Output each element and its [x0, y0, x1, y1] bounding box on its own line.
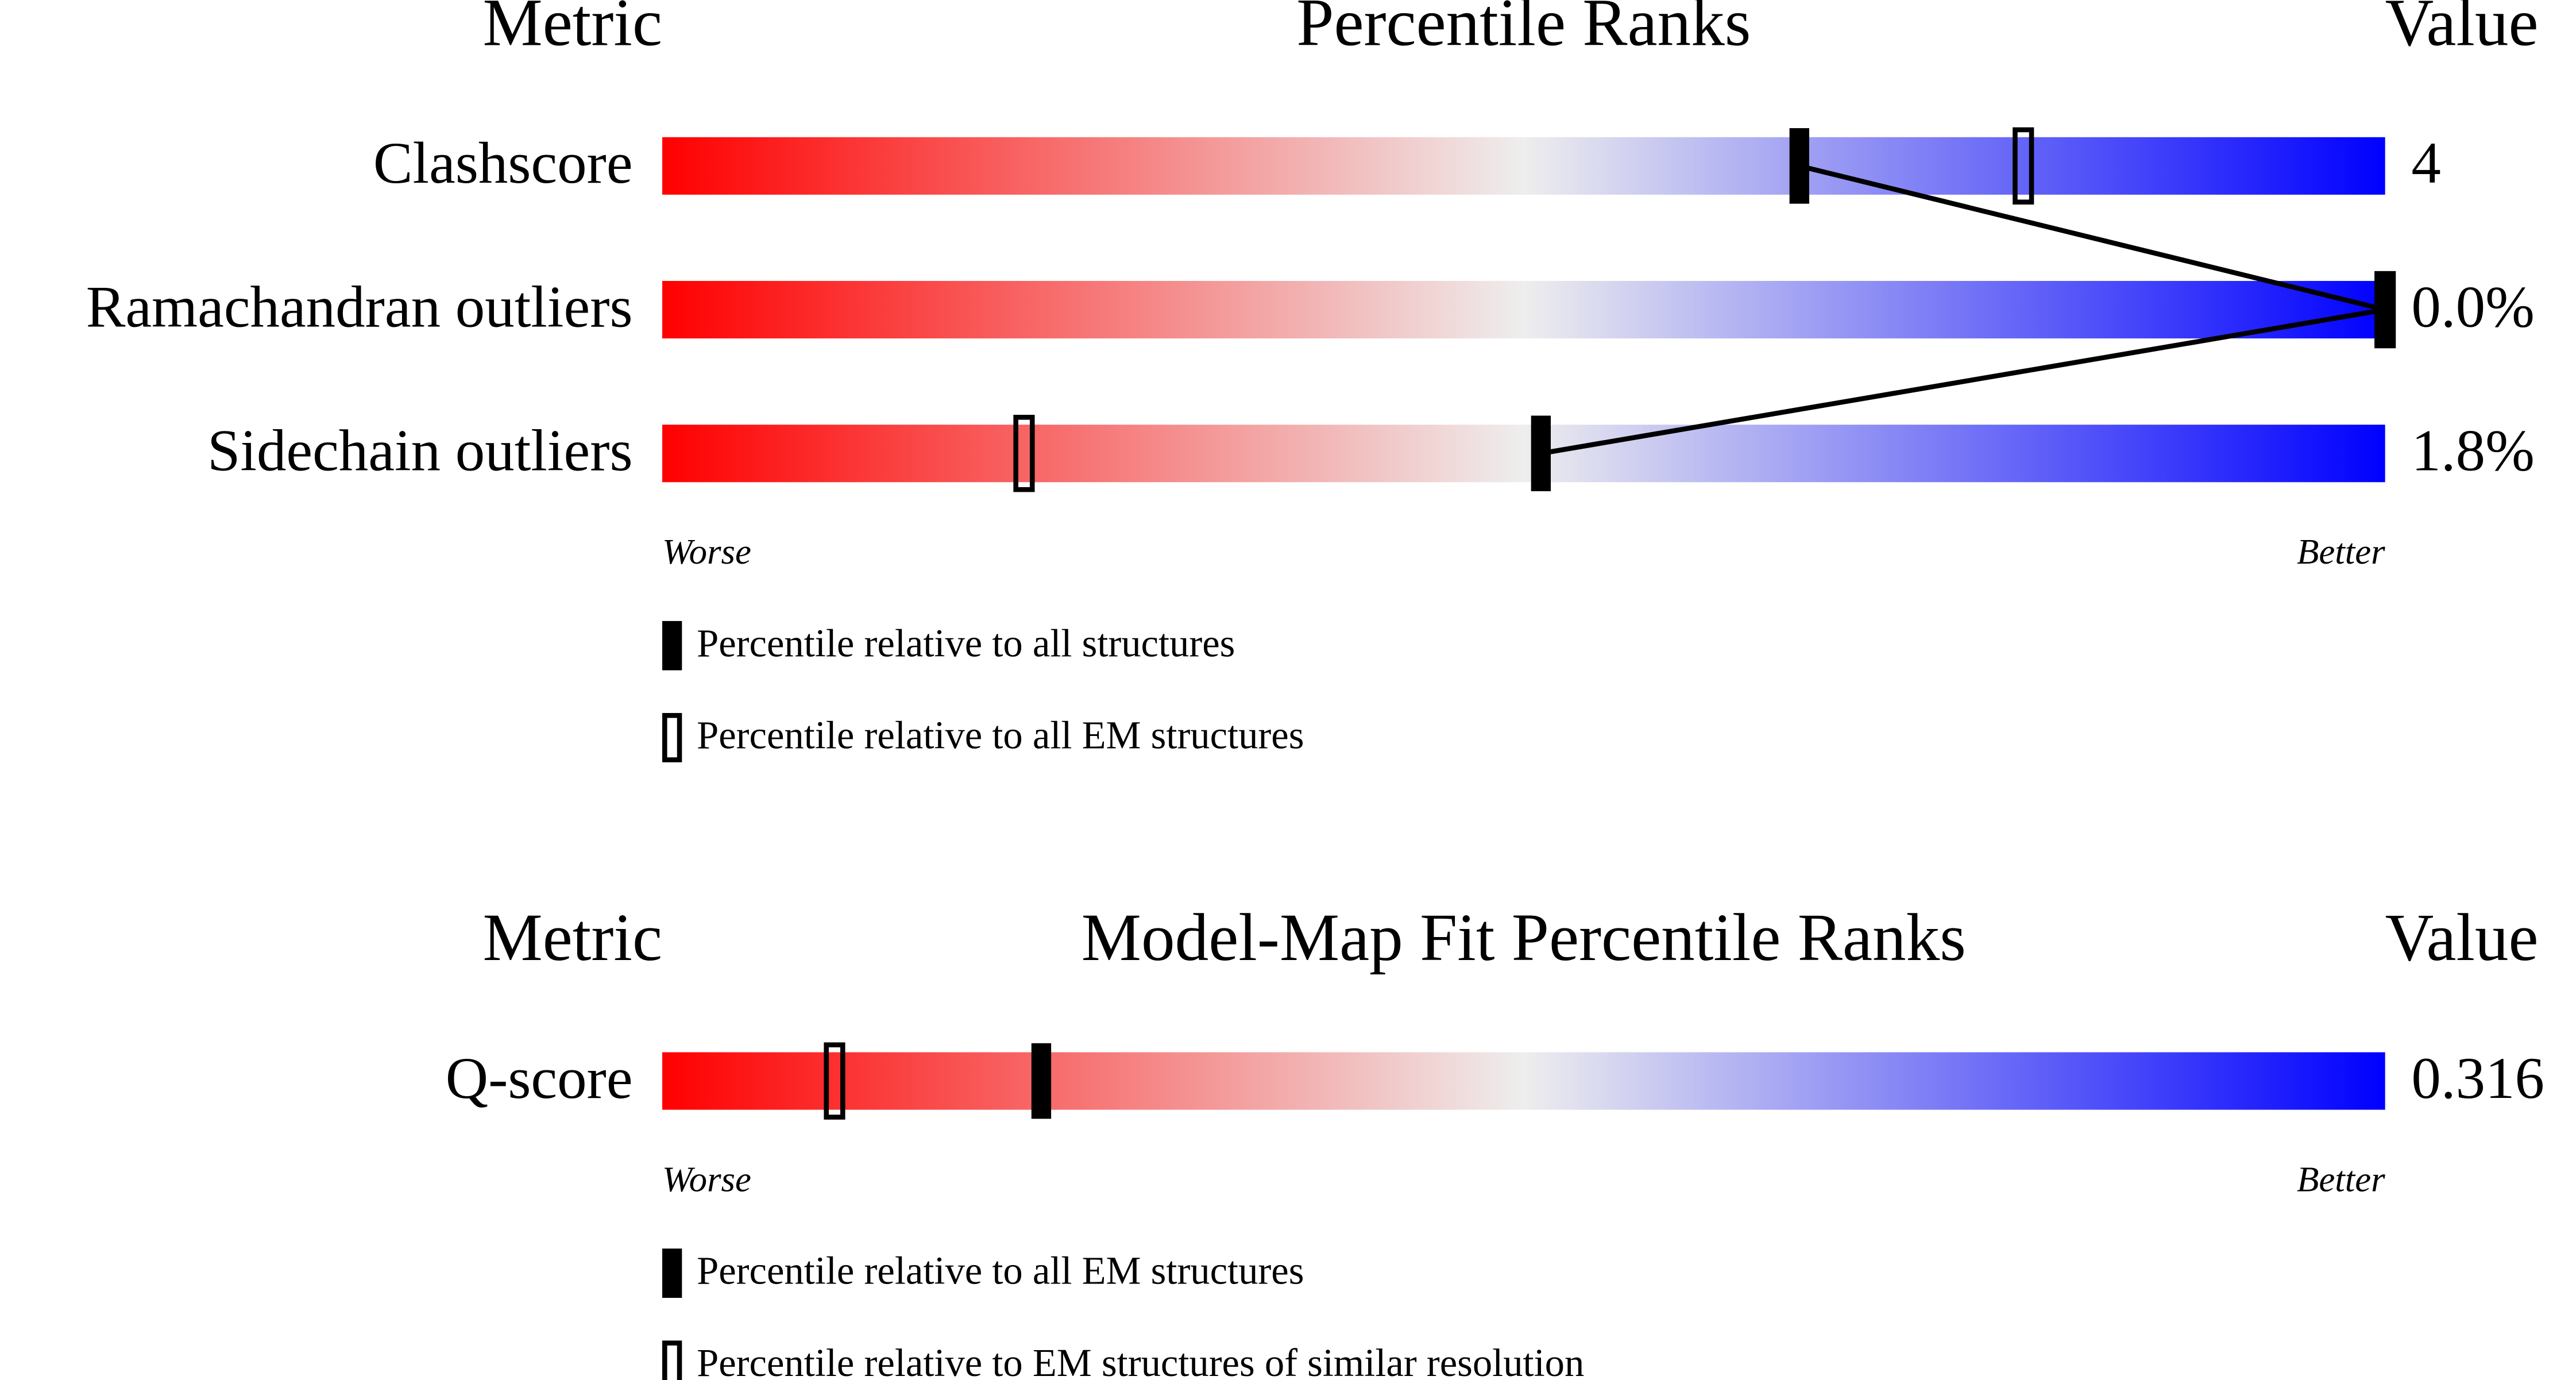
value-header: Value [2385, 0, 2539, 60]
legend-label: Percentile relative to all structures [697, 621, 1235, 665]
legend-swatch [662, 1248, 682, 1298]
legend-label: Percentile relative to all EM structures [697, 1249, 1304, 1293]
better-label: Better [2297, 531, 2385, 572]
better-label: Better [2297, 1159, 2385, 1199]
legend-swatch [662, 713, 682, 762]
metric-label: Ramachandran outliers [86, 274, 633, 340]
metric-label: Clashscore [373, 130, 633, 196]
metric-value: 0.316 [2411, 1046, 2544, 1111]
percentile-marker [1789, 128, 1809, 204]
metric-header: Metric [483, 901, 663, 975]
percentile-marker-open [824, 1042, 845, 1120]
rank-bar [662, 1052, 2385, 1110]
rank-bar [662, 425, 2385, 483]
metric-label: Sidechain outliers [207, 418, 632, 484]
chart-title: Model-Map Fit Percentile Ranks [1082, 901, 1966, 975]
rank-bar [662, 137, 2385, 195]
value-header: Value [2385, 901, 2539, 975]
metric-header: Metric [483, 0, 663, 60]
worse-label: Worse [662, 1159, 751, 1199]
percentile-marker-open [2013, 127, 2034, 205]
legend-label: Percentile relative to EM structures of … [697, 1341, 1584, 1380]
legend-label: Percentile relative to all EM structures [697, 714, 1304, 757]
percentile-marker-open [1013, 415, 1035, 492]
worse-label: Worse [662, 531, 751, 572]
percentile-marker [2375, 272, 2395, 348]
percentile-marker [1531, 415, 1551, 491]
chart-title: Percentile Ranks [1296, 0, 1751, 60]
metric-value: 1.8% [2411, 418, 2534, 484]
legend-swatch [662, 620, 682, 670]
percentile-marker [1031, 1043, 1052, 1119]
metric-value: 4 [2411, 130, 2440, 196]
rank-bar [662, 280, 2385, 339]
metric-value: 0.0% [2411, 274, 2534, 340]
legend-swatch [662, 1340, 682, 1380]
metric-label: Q-score [446, 1046, 633, 1111]
